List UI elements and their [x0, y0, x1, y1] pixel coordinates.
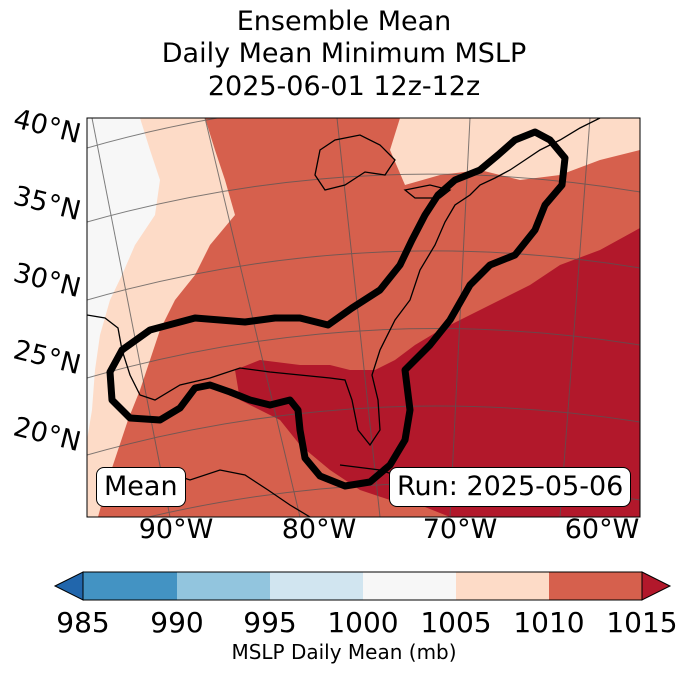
mean-label-box: Mean — [96, 467, 186, 507]
contour-outline — [106, 128, 569, 490]
colorbar-tick-990: 990 — [150, 606, 204, 639]
colorbar-bin-1010-1015 — [549, 572, 642, 600]
title-line-3: 2025-06-01 12z-12z — [207, 71, 481, 102]
colorbar-bin-1000-1005 — [363, 572, 456, 600]
colorbar-bin-995-1000 — [270, 572, 363, 600]
lon-label-70w: 70°W — [422, 514, 498, 545]
colorbar-tick-1010: 1010 — [513, 606, 585, 639]
run-date-box: Run: 2025-05-06 — [389, 467, 632, 507]
lon-label-90w: 90°W — [138, 514, 214, 545]
map-frame — [86, 117, 641, 518]
lon-label-80w: 80°W — [281, 514, 357, 545]
colorbar-extend-low — [53, 571, 84, 601]
field-1005-1010-northeast — [390, 118, 640, 185]
colorbar-bin-1005-1010 — [456, 572, 549, 600]
colorbar-tick-1000: 1000 — [327, 606, 399, 639]
colorbar — [53, 571, 672, 601]
title-line-1: Ensemble Mean — [236, 6, 452, 37]
title-line-2: Daily Mean Minimum MSLP — [161, 38, 527, 69]
colorbar-tick-1005: 1005 — [420, 606, 492, 639]
lon-label-60w: 60°W — [564, 514, 640, 545]
colorbar-bin-985-990 — [83, 572, 177, 600]
field-above-1015 — [235, 228, 640, 517]
colorbar-bin-990-995 — [177, 572, 270, 600]
colorbar-tick-985: 985 — [56, 606, 110, 639]
colorbar-label: MSLP Daily Mean (mb) — [231, 640, 457, 664]
colorbar-tick-1015: 1015 — [606, 606, 678, 639]
field-below-1005 — [87, 118, 160, 440]
colorbar-extend-high — [641, 571, 672, 601]
colorbar-tick-995: 995 — [243, 606, 297, 639]
